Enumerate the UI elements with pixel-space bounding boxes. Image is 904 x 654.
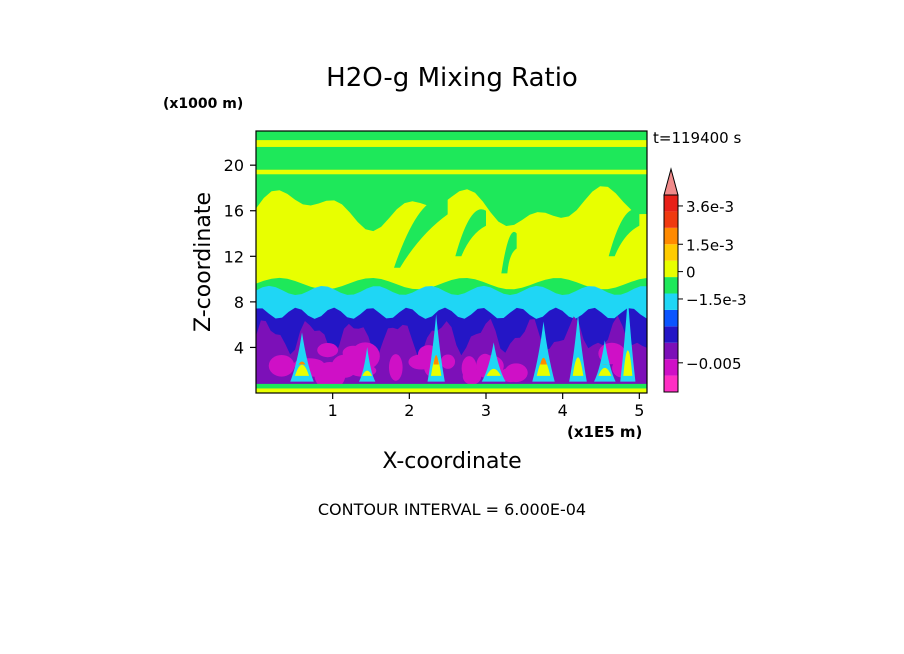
field-plume-peak-4 (540, 357, 547, 365)
y-tick-label-1: 8 (234, 293, 244, 312)
field-plume-core-6 (598, 367, 612, 376)
field-plume-core-5 (572, 357, 584, 376)
field-plume-core-3 (486, 368, 501, 376)
contour-interval-footer: CONTOUR INTERVAL = 6.000E-04 (318, 500, 586, 519)
field-plume-1 (359, 347, 376, 382)
field-band-top-0 (256, 140, 647, 147)
colorbar-extend-arrow (663, 167, 679, 196)
field-plume-core-4 (536, 360, 551, 376)
field-blob-magenta-8 (317, 343, 339, 358)
field-blob-magenta-20 (462, 368, 482, 385)
colorbar-frame (663, 194, 679, 393)
field-plume-4 (532, 321, 555, 382)
colorbar-segment-7 (664, 260, 678, 278)
colorbar-segment-6 (664, 277, 678, 294)
field-blob-magenta-0 (440, 354, 456, 369)
colorbar: 3.6e-3 1.5e-3 0 −1.5e-3 −0.005 (663, 167, 747, 393)
field-plume-5 (569, 313, 587, 382)
y-tick-label-2: 12 (224, 247, 244, 266)
chart-title: H2O-g Mixing Ratio (326, 63, 578, 93)
field-plume-3 (481, 342, 506, 382)
field-moist-mass (256, 186, 647, 290)
y-tick-label-4: 20 (224, 156, 244, 175)
colorbar-segment-2 (664, 342, 678, 360)
y-tick-label-0: 4 (234, 338, 244, 357)
y-axis: 4 8 12 16 20 (224, 156, 256, 357)
y-tick-label-3: 16 (224, 202, 244, 221)
colorbar-segment-0 (664, 375, 678, 392)
colorbar-segment-3 (664, 326, 678, 343)
colorbar-segment-9 (664, 227, 678, 245)
field-plume-core-7 (623, 350, 633, 376)
field-plume-0 (290, 332, 314, 382)
field-dry-intrusion-1 (455, 209, 486, 257)
field-plume-core-2 (430, 357, 442, 376)
x-tick-label-2: 3 (481, 401, 491, 420)
field-band-top-1 (256, 169, 647, 175)
field-blob-magenta-4 (504, 363, 528, 383)
plot-frame (255, 130, 648, 394)
field-plume-2 (427, 314, 445, 382)
field-dry-intrusion-0 (394, 198, 448, 268)
colorbar-segment-4 (664, 309, 678, 327)
x-axis-label: X-coordinate (382, 449, 521, 474)
field-dry-intrusion-2 (501, 231, 517, 274)
colorbar-segment-10 (664, 211, 678, 228)
colorbar-label-1: 1.5e-3 (686, 236, 734, 254)
field-plume-peak-0 (298, 361, 306, 365)
field-dry-intrusion-3 (608, 209, 640, 257)
time-label: t=119400 s (653, 129, 741, 147)
x-tick-label-4: 5 (634, 401, 644, 420)
field-plume-6 (594, 340, 616, 382)
heatmap-field (256, 131, 647, 393)
field-surface-band (256, 383, 647, 389)
field-plume-core-1 (362, 370, 373, 376)
colorbar-segment-5 (664, 293, 678, 310)
x-unit-label: (x1E5 m) (567, 423, 642, 441)
field-blob-magenta-21 (331, 354, 358, 378)
field-blob-magenta-18 (350, 342, 380, 370)
x-axis: 1 2 3 4 5 (328, 393, 644, 420)
colorbar-label-0: 3.6e-3 (686, 198, 734, 216)
x-tick-label-3: 4 (558, 401, 568, 420)
field-plume-peak-2 (433, 355, 439, 365)
field-plume-core-0 (294, 364, 310, 376)
colorbar-segment-1 (664, 359, 678, 376)
field-blob-magenta-14 (268, 354, 295, 377)
field-surface-line (256, 388, 647, 393)
colorbar-segment-11 (664, 195, 678, 212)
colorbar-label-3: −1.5e-3 (686, 291, 747, 309)
colorbar-segment-8 (664, 244, 678, 261)
x-tick-label-0: 1 (328, 401, 338, 420)
field-plume-7 (620, 296, 636, 382)
colorbar-label-2: 0 (686, 264, 696, 282)
colorbar-label-4: −0.005 (686, 355, 742, 373)
x-tick-label-1: 2 (404, 401, 414, 420)
y-unit-label: (x1000 m) (163, 96, 243, 112)
y-axis-label: Z-coordinate (191, 192, 216, 332)
field-blob-magenta-10 (388, 354, 403, 381)
